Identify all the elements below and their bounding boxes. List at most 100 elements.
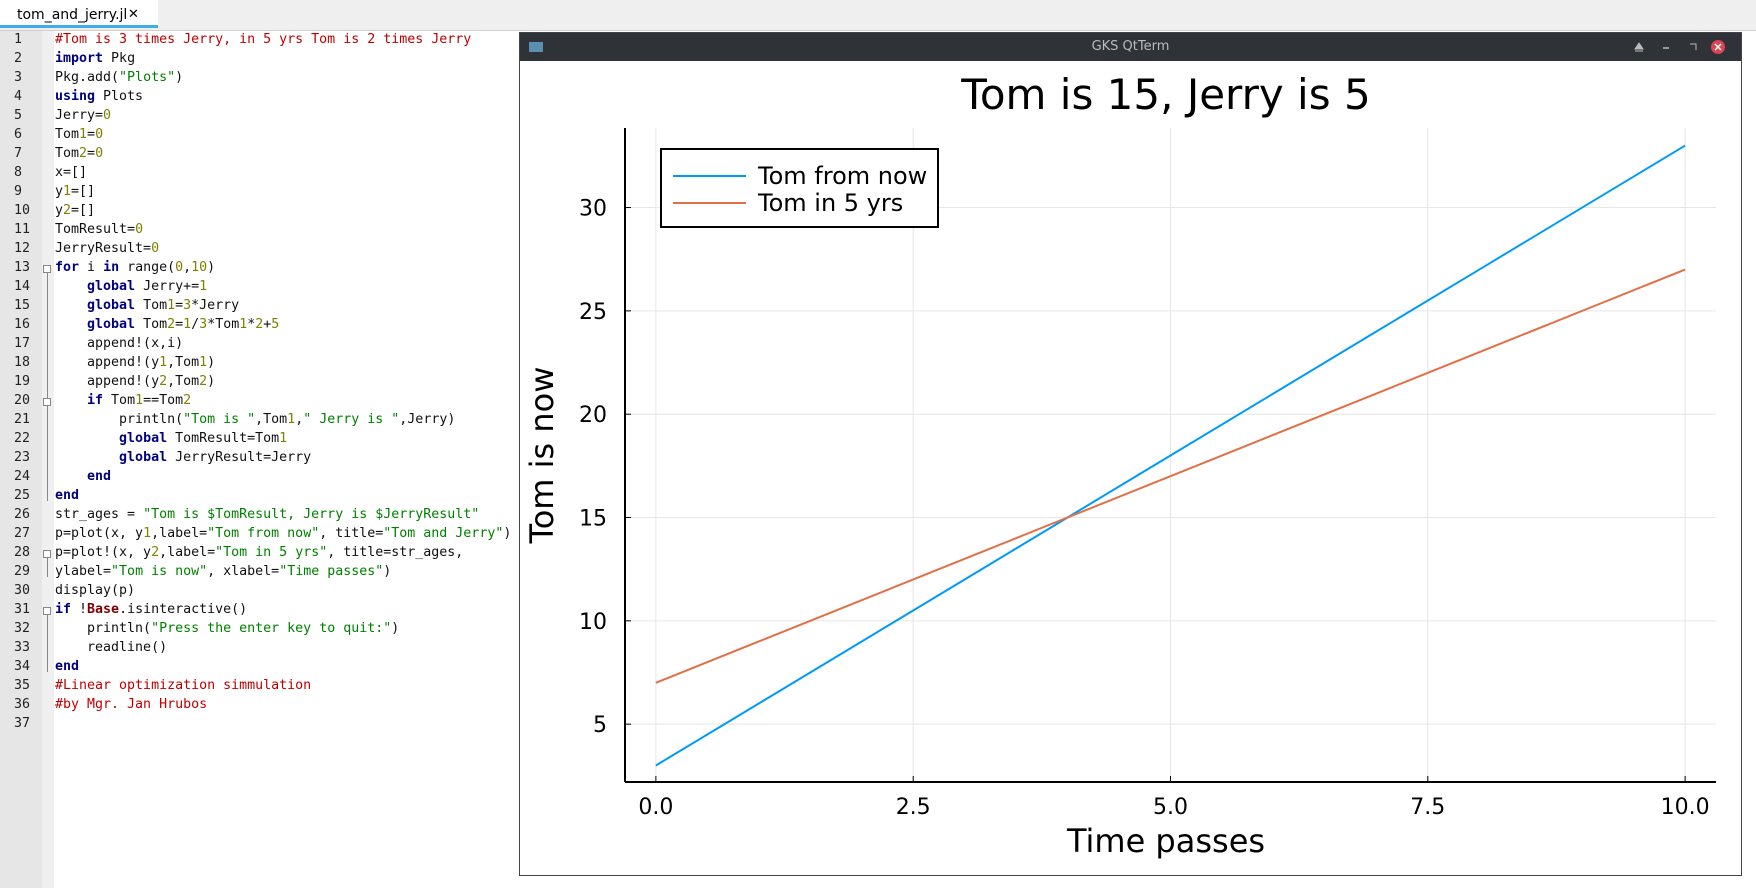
y-axis-label: Tom is now — [523, 367, 561, 545]
fold-marker — [43, 398, 51, 406]
line-number: 10 — [14, 203, 31, 218]
x-tick-label: 0.0 — [638, 795, 673, 820]
line-number: 37 — [14, 716, 31, 731]
x-tick-label: 10.0 — [1661, 795, 1710, 820]
fold-gutter — [42, 31, 54, 888]
close-icon — [1714, 43, 1722, 51]
code-line: str_ages = "Tom is $TomResult, Jerry is … — [55, 507, 480, 522]
line-number: 28 — [14, 545, 31, 560]
code-line: TomResult=0 — [55, 222, 144, 237]
y-tick-label: 20 — [579, 403, 607, 428]
window-title: GKS QtTerm — [1091, 39, 1170, 54]
line-number: 14 — [14, 279, 31, 294]
code-line: global Tom1=3*Jerry — [87, 298, 240, 313]
chart: Tom is 15, Jerry is 5 Time passes Tom is… — [523, 70, 1716, 860]
code-line: if Tom1==Tom2 — [87, 393, 192, 408]
code-line: using Plots — [55, 89, 144, 104]
tab-bar: tom_and_jerry.jl ✕ — [0, 0, 1756, 31]
code-line: end — [87, 469, 112, 484]
tab-title: tom_and_jerry.jl — [17, 7, 128, 23]
line-number: 35 — [14, 678, 31, 693]
code-line: println("Press the enter key to quit:") — [55, 621, 400, 636]
code-line: import Pkg — [55, 51, 136, 66]
close-tab[interactable]: ✕ — [128, 7, 139, 22]
code-line: for i in range(0,10) — [55, 260, 216, 275]
code-line: Tom2=0 — [55, 146, 104, 161]
y-tick-label: 30 — [579, 197, 607, 222]
series-line — [655, 144, 1686, 767]
line-number: 16 — [14, 317, 31, 332]
fold-line — [47, 406, 48, 482]
y-tick-label: 15 — [579, 507, 607, 532]
code-line: global Jerry+=1 — [87, 279, 208, 294]
plot-window: GKS QtTerm Tom is 15, Jerry is 5 Time pa… — [519, 32, 1742, 876]
line-number: 13 — [14, 260, 31, 275]
series-line — [655, 268, 1686, 684]
code-line: y1=[] — [55, 184, 96, 199]
line-number: 26 — [14, 507, 31, 522]
line-number: 21 — [14, 412, 31, 427]
fold-line — [47, 273, 48, 501]
line-number: 5 — [14, 108, 23, 123]
code-line: #by Mgr. Jan Hrubos — [55, 697, 208, 712]
fold-line — [47, 558, 48, 577]
line-number: 20 — [14, 393, 31, 408]
y-tick-label: 25 — [579, 300, 607, 325]
line-number: 31 — [14, 602, 31, 617]
editor-tab[interactable]: tom_and_jerry.jl ✕ — [0, 0, 158, 28]
code-line: println("Tom is ",Tom1," Jerry is ",Jerr… — [55, 412, 456, 427]
line-number: 29 — [14, 564, 31, 579]
line-number: 34 — [14, 659, 31, 674]
code-line: global TomResult=Tom1 — [119, 431, 288, 446]
code-line: #Tom is 3 times Jerry, in 5 yrs Tom is 2… — [55, 32, 472, 47]
line-number: 25 — [14, 488, 31, 503]
x-axis-label: Time passes — [1066, 822, 1265, 860]
line-number: 24 — [14, 469, 31, 484]
line-number: 9 — [14, 184, 23, 199]
line-number: 22 — [14, 431, 31, 446]
line-number: 15 — [14, 298, 31, 313]
line-number: 33 — [14, 640, 31, 655]
code-line: append!(y1,Tom1) — [55, 355, 216, 370]
line-number: 8 — [14, 165, 23, 180]
window-titlebar: GKS QtTerm — [520, 33, 1741, 61]
code-line: JerryResult=0 — [55, 241, 160, 256]
y-tick-label: 10 — [579, 610, 607, 635]
chart-title: Tom is 15, Jerry is 5 — [960, 70, 1370, 119]
code-line: if !Base.isinteractive() — [55, 602, 248, 617]
line-number: 17 — [14, 336, 31, 351]
x-tick-label: 7.5 — [1410, 795, 1445, 820]
fold-marker — [43, 550, 51, 558]
code-line: display(p) — [55, 583, 136, 598]
shade-button[interactable] — [1634, 42, 1644, 52]
fold-marker — [43, 265, 51, 273]
code-line: append!(y2,Tom2) — [55, 374, 216, 389]
line-number: 32 — [14, 621, 31, 636]
code-line: p=plot!(x, y2,label="Tom in 5 yrs", titl… — [55, 545, 464, 560]
window-buttons[interactable] — [1623, 39, 1733, 55]
line-number: 27 — [14, 526, 31, 541]
legend-box — [660, 148, 939, 228]
code-line: p=plot(x, y1,label="Tom from now", title… — [55, 526, 512, 541]
line-number: 6 — [14, 127, 23, 142]
line-gutter — [0, 31, 42, 888]
window-icon — [529, 42, 543, 52]
y-tick-label: 5 — [593, 713, 607, 738]
legend-label: Tom in 5 yrs — [757, 189, 903, 217]
code-line: append!(x,i) — [55, 336, 184, 351]
line-number: 7 — [14, 146, 23, 161]
line-number: 2 — [14, 51, 23, 66]
code-line: Pkg.add("Plots") — [55, 70, 184, 85]
line-number: 30 — [14, 583, 31, 598]
line-number: 36 — [14, 697, 31, 712]
line-number: 4 — [14, 89, 23, 104]
maximize-button[interactable] — [1690, 43, 1697, 50]
line-number: 3 — [14, 70, 23, 85]
code-line: Jerry=0 — [55, 108, 112, 123]
legend-label: Tom from now — [757, 162, 927, 190]
line-number: 18 — [14, 355, 31, 370]
code-line: readline() — [55, 640, 168, 655]
code-line: #Linear optimization simmulation — [55, 678, 312, 693]
line-number: 1 — [14, 32, 23, 47]
